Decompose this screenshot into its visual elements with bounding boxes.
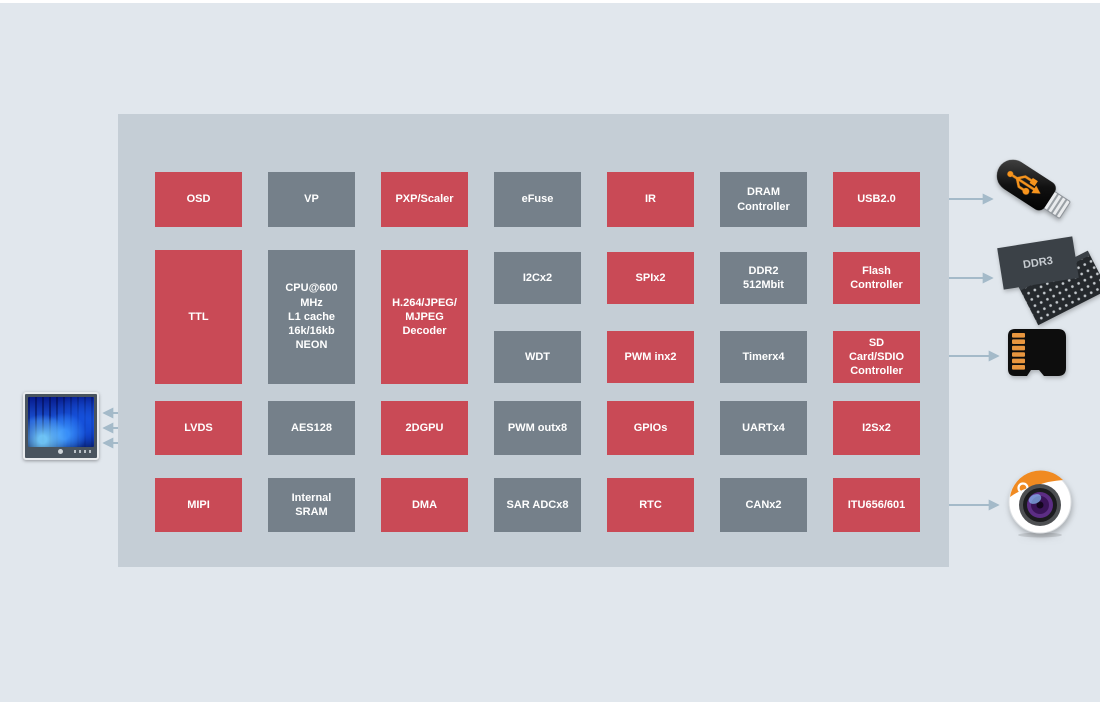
block-pwm-in: PWM inx2 — [607, 331, 694, 383]
block-ddr2: DDR2 512Mbit — [720, 252, 807, 304]
usb-flash-drive-icon — [986, 147, 1089, 237]
block-wdt: WDT — [494, 331, 581, 383]
ddr3-memory-icon: DDR3 — [997, 236, 1100, 326]
block-internal-sram: Internal SRAM — [268, 478, 355, 532]
block-i2s: I2Sx2 — [833, 401, 920, 455]
sd-card-contacts — [1012, 333, 1025, 370]
block-pxp-scaler: PXP/Scaler — [381, 172, 468, 227]
block-spi: SPIx2 — [607, 252, 694, 304]
block-vp: VP — [268, 172, 355, 227]
usb-trident-icon — [1007, 171, 1041, 195]
block-rtc: RTC — [607, 478, 694, 532]
block-sd-controller: SD Card/SDIO Controller — [833, 331, 920, 383]
micro-sd-card-icon — [1006, 328, 1068, 383]
camera-icon — [1005, 468, 1075, 543]
block-mipi: MIPI — [155, 478, 242, 532]
block-cpu: CPU@600 MHz L1 cache 16k/16kb NEON — [268, 250, 355, 384]
display-screen — [28, 397, 94, 447]
block-canx2: CANx2 — [720, 478, 807, 532]
block-lvds: LVDS — [155, 401, 242, 455]
display-power-button — [58, 449, 63, 454]
camera-swoosh-ring — [1017, 482, 1029, 494]
block-i2c: I2Cx2 — [494, 252, 581, 304]
block-ir: IR — [607, 172, 694, 227]
block-dram-controller: DRAM Controller — [720, 172, 807, 227]
block-ttl: TTL — [155, 250, 242, 384]
display-icon — [23, 392, 99, 460]
block-usb2: USB2.0 — [833, 172, 920, 227]
block-gpios: GPIOs — [607, 401, 694, 455]
block-h264-decoder: H.264/JPEG/ MJPEG Decoder — [381, 250, 468, 384]
block-timer: Timerx4 — [720, 331, 807, 383]
usb-drive-body — [990, 153, 1059, 214]
camera-lens — [1019, 484, 1061, 526]
block-uart: UARTx4 — [720, 401, 807, 455]
block-sar-adc: SAR ADCx8 — [494, 478, 581, 532]
soc-chip: OSD VP PXP/Scaler eFuse IR DRAM Controller USB… — [118, 114, 949, 567]
block-osd: OSD — [155, 172, 242, 227]
block-flash-controller: Flash Controller — [833, 252, 920, 304]
block-pwm-out: PWM outx8 — [494, 401, 581, 455]
block-efuse: eFuse — [494, 172, 581, 227]
block-dma: DMA — [381, 478, 468, 532]
display-bezel — [28, 447, 94, 456]
block-2dgpu: 2DGPU — [381, 401, 468, 455]
block-itu656: ITU656/601 — [833, 478, 920, 532]
camera-swoosh — [1010, 470, 1063, 497]
display-control-buttons — [74, 450, 92, 453]
block-aes128: AES128 — [268, 401, 355, 455]
